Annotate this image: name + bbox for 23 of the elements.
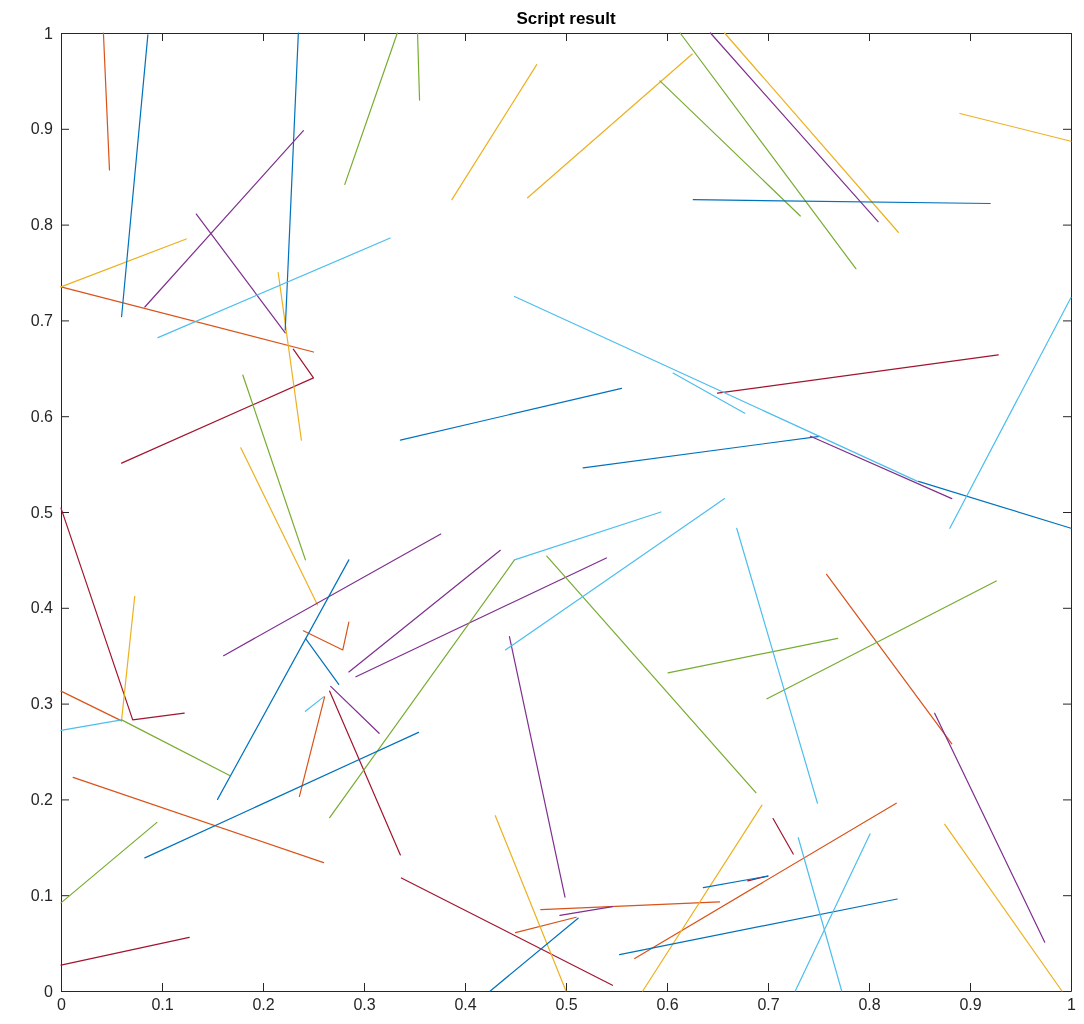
x-tick-label: 0.1 [151, 996, 174, 1014]
y-tick-label: 0.3 [30, 695, 54, 713]
x-tick-label: 0.2 [252, 996, 275, 1014]
y-tick-label: 0.6 [30, 407, 54, 425]
y-tick-label: 0.4 [30, 599, 54, 617]
y-tick-label: 0.7 [30, 312, 54, 330]
y-tick-label: 0.2 [30, 791, 54, 809]
y-tick-label: 0.8 [30, 216, 54, 234]
x-tick-label: 0.8 [858, 996, 881, 1014]
y-tick-label: 0.1 [30, 886, 54, 904]
y-tick-label: 0.9 [30, 120, 54, 138]
chart-title: Script result [516, 9, 616, 28]
x-tick-label: 0 [57, 996, 67, 1014]
x-tick-label: 0.6 [656, 996, 679, 1014]
x-tick-label: 0.9 [959, 996, 982, 1014]
y-tick-label: 0.5 [30, 503, 54, 521]
x-tick-label: 1 [1067, 996, 1077, 1014]
x-tick-label: 0.5 [555, 996, 578, 1014]
y-tick-label: 0 [44, 982, 54, 1000]
x-tick-label: 0.3 [353, 996, 376, 1014]
y-tick-label: 1 [44, 24, 54, 42]
x-tick-label: 0.4 [454, 996, 477, 1014]
x-tick-label: 0.7 [757, 996, 780, 1014]
